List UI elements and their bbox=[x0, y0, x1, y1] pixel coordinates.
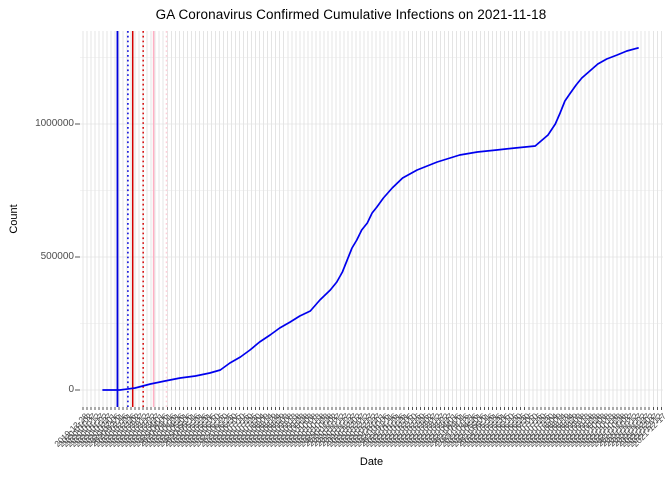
y-tick-marks bbox=[75, 123, 80, 391]
plot-canvas bbox=[80, 31, 663, 407]
x-axis-tick-labels: 2019-12-28 2020-01-02 2020-01-07 2020-01-12… bbox=[0, 407, 672, 462]
confirmed-cumulative-line bbox=[102, 47, 639, 391]
x-tick-marks bbox=[82, 407, 662, 410]
x-axis-title: Date bbox=[359, 456, 384, 468]
y-axis-title: Count bbox=[8, 204, 20, 234]
chart-title: GA Coronavirus Confirmed Cumulative Infe… bbox=[155, 7, 547, 22]
y-tick-label: 500000 bbox=[40, 251, 74, 262]
plot-panel bbox=[80, 31, 663, 407]
y-tick-label: 1000000 bbox=[35, 118, 74, 129]
y-tick-label: 0 bbox=[68, 384, 74, 395]
